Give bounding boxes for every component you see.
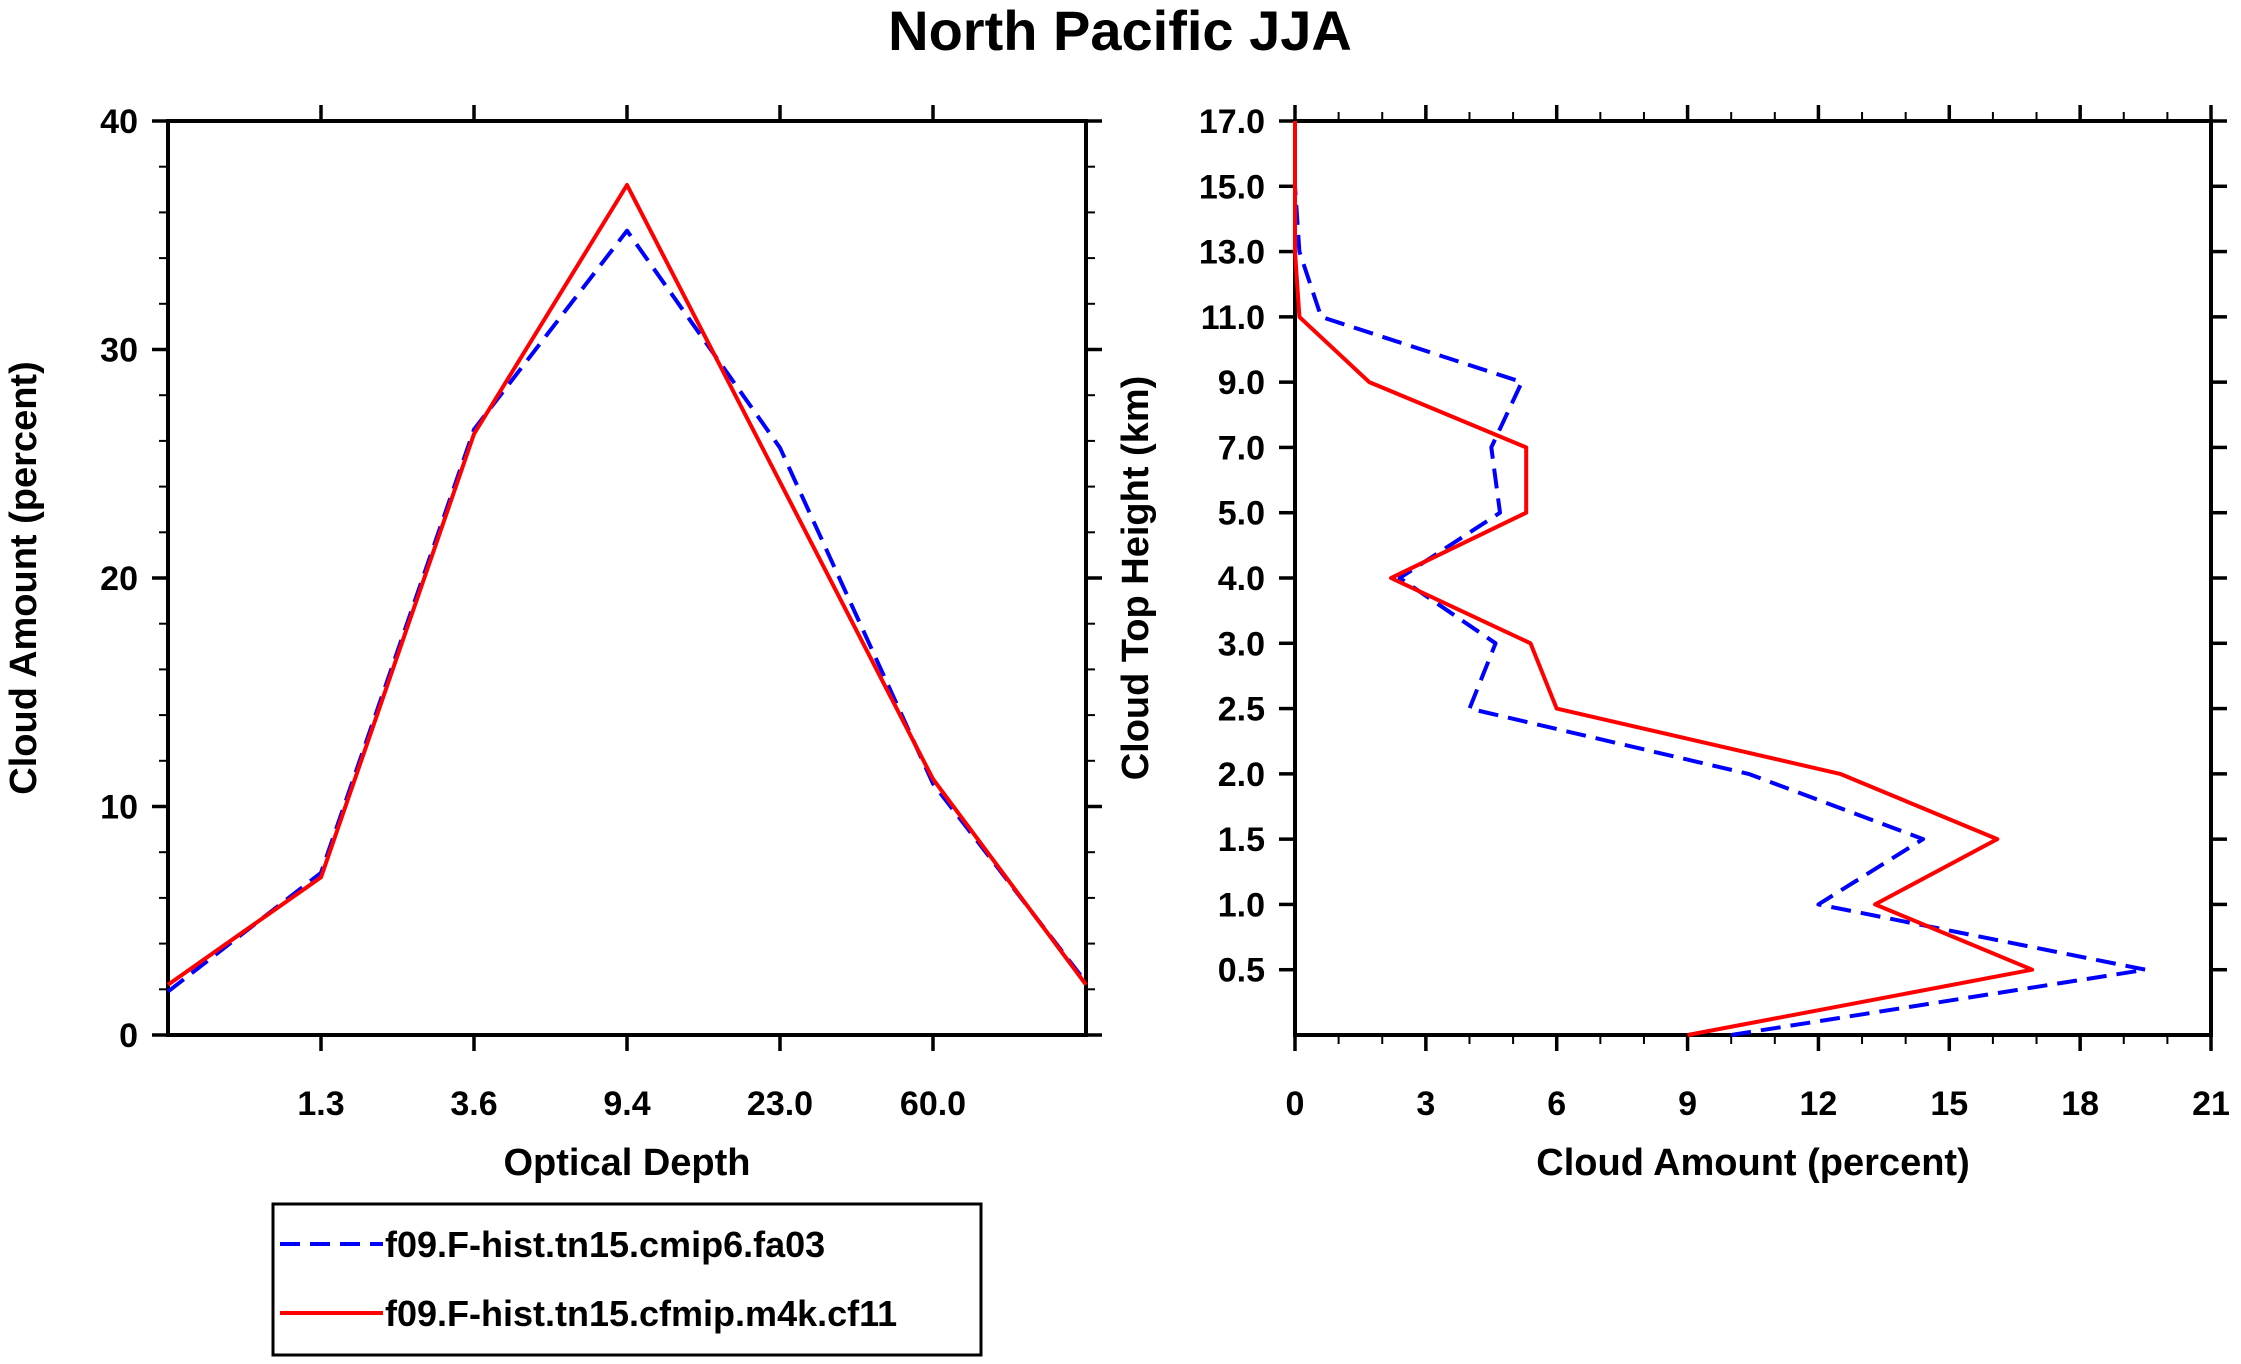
- right-y-tick-label: 11.0: [1201, 299, 1265, 337]
- left-x-tick-label: 1.3: [297, 1085, 344, 1123]
- left-x-tick-label: 9.4: [603, 1085, 650, 1123]
- left-y-tick-label: 20: [100, 560, 138, 598]
- right-y-tick-label: 15.0: [1199, 168, 1265, 206]
- right-y-tick-label: 9.0: [1218, 364, 1265, 402]
- right-y-tick-label: 13.0: [1199, 234, 1265, 272]
- left-y-tick-label: 40: [100, 103, 138, 141]
- right-y-tick-label: 4.0: [1218, 560, 1265, 598]
- legend-box: [271, 1202, 983, 1357]
- right-x-tick-label: 6: [1547, 1085, 1566, 1123]
- right-series-line-2: [1293, 121, 2035, 1037]
- left-x-tick-label: 23.0: [747, 1085, 813, 1123]
- left-y-tick-label: 30: [100, 332, 138, 370]
- right-x-tick-label: 21: [2192, 1085, 2230, 1123]
- legend-label-cmip6: f09.F-hist.tn15.cmip6.fa03: [385, 1224, 825, 1265]
- right-y-tick-label: 1.5: [1218, 821, 1265, 859]
- right-y-tick-label: 7.0: [1218, 429, 1265, 467]
- right-ticks: 0 3 6 9 12 15 18 21 0.5 1.0 1.5 2.0 2.5 3.0 4.0 5.0 7.0 9…: [1199, 103, 2230, 1123]
- right-y-tick-label: 17.0: [1199, 103, 1265, 141]
- legend-label-cfmip: f09.F-hist.tn15.cfmip.m4k.cf11: [385, 1293, 897, 1334]
- left-x-axis-label: Optical Depth: [503, 1142, 750, 1184]
- left-plot-frame: [166, 119, 1088, 1037]
- legend: f09.F-hist.tn15.cmip6.fa03 f09.F-hist.tn…: [271, 1202, 983, 1357]
- left-lines: [166, 183, 1088, 994]
- left-ticks: 1.3 3.6 9.4 23.0 60.0 0 10 20 30 40: [100, 103, 1102, 1123]
- right-y-tick-label: 2.5: [1218, 691, 1265, 729]
- left-y-tick-label: 0: [119, 1017, 138, 1055]
- right-lines: [1293, 121, 2148, 1037]
- left-x-tick-label: 3.6: [450, 1085, 497, 1123]
- right-series-line-1: [1293, 121, 2148, 1037]
- left-series-line-1: [166, 228, 1088, 994]
- right-y-tick-label: 0.5: [1218, 952, 1265, 990]
- right-y-tick-label: 3.0: [1218, 625, 1265, 663]
- right-x-tick-label: 9: [1678, 1085, 1697, 1123]
- left-y-axis-label: Cloud Amount (percent): [3, 361, 45, 794]
- right-x-tick-label: 3: [1416, 1085, 1435, 1123]
- right-x-axis-label: Cloud Amount (percent): [1536, 1142, 1969, 1184]
- right-y-axis-label: Cloud Top Height (km): [1115, 376, 1157, 781]
- left-panel: 1.3 3.6 9.4 23.0 60.0 0 10 20 30 40 Optical Depth…: [3, 103, 1102, 1184]
- right-y-tick-label: 1.0: [1218, 886, 1265, 924]
- chart-title: North Pacific JJA: [888, 0, 1352, 62]
- left-x-tick-label: 60.0: [900, 1085, 966, 1123]
- right-y-tick-label: 5.0: [1218, 495, 1265, 533]
- right-panel: 0 3 6 9 12 15 18 21 0.5 1.0 1.5 2.0 2.5 3.0 4.0 5.0 7.0 9…: [1115, 103, 2230, 1184]
- right-x-tick-label: 15: [1930, 1085, 1968, 1123]
- left-y-tick-label: 10: [100, 789, 138, 827]
- right-plot-frame: [1293, 119, 2213, 1037]
- right-x-tick-label: 18: [2061, 1085, 2099, 1123]
- right-x-tick-label: 0: [1286, 1085, 1305, 1123]
- right-y-tick-label: 2.0: [1218, 756, 1265, 794]
- left-series-line-2: [166, 183, 1088, 987]
- right-x-tick-label: 12: [1800, 1085, 1838, 1123]
